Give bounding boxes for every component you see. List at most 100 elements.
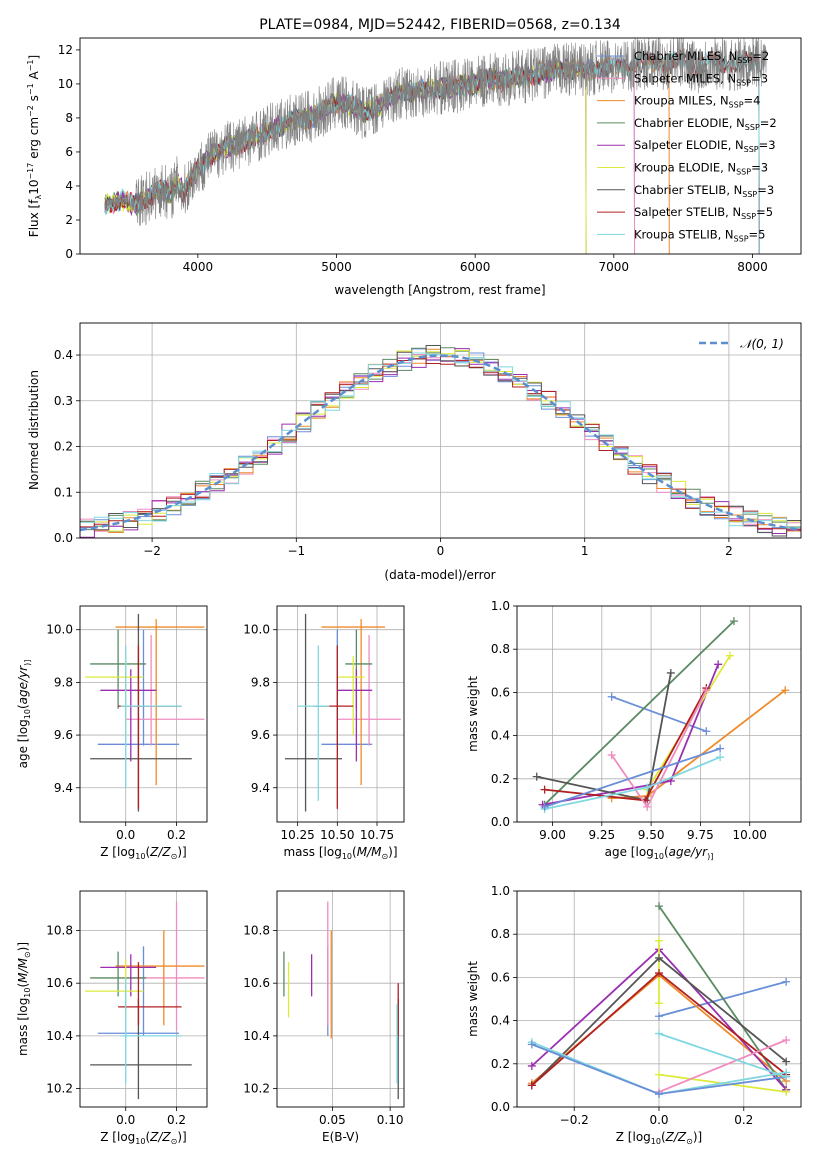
- weight-marker: [714, 660, 723, 669]
- y-axis-label-part: ]: [27, 55, 41, 60]
- x-tick-label: 7000: [599, 260, 630, 274]
- x-axis-label: E(B-V): [322, 1130, 359, 1144]
- x-tick-label: 5000: [321, 260, 352, 274]
- y-axis-label: mass [log10(M/M⊙)]: [16, 942, 32, 1056]
- legend-name: Salpeter STELIB, N: [634, 205, 741, 219]
- x-axis-label: (data-model)/error: [384, 568, 495, 582]
- y-axis-label-part: −2: [26, 105, 35, 117]
- x-tick-label: 0.0: [649, 1113, 668, 1127]
- legend-name: Salpeter MILES, N: [634, 71, 736, 85]
- y-tick-label: 2: [65, 213, 73, 227]
- y-axis-label-part: λ: [34, 195, 43, 200]
- y-tick-label: 0.2: [491, 772, 510, 786]
- axes-frame: [79, 605, 208, 823]
- y-tick-label: 0.0: [491, 815, 510, 829]
- legend-name: Chabrier STELIB, N: [634, 183, 742, 197]
- weight-marker: [655, 936, 663, 945]
- weight-marker: [716, 753, 725, 762]
- weight-marker: [726, 651, 734, 660]
- y-tick-label: 10: [58, 77, 73, 91]
- weight-line: [658, 905, 787, 1091]
- legend-entry: Salpeter STELIB, NSSP=5: [634, 205, 773, 221]
- y-axis-label-part: age [log: [16, 719, 30, 768]
- legend-name: Kroupa STELIB, N: [634, 227, 734, 241]
- y-tick-label: 10.6: [243, 976, 270, 990]
- weight-marker: [607, 692, 616, 701]
- y-axis-label: Normed distribution: [27, 370, 41, 490]
- y-axis-label-part: )]: [23, 660, 32, 666]
- y-tick-label: 10.8: [46, 924, 73, 938]
- y-axis-label: mass weight: [466, 676, 480, 752]
- chart-title: PLATE=0984, MJD=52442, FIBERID=0568, z=0…: [259, 17, 621, 33]
- weight-marker: [655, 1012, 663, 1021]
- x-tick-label: 6000: [460, 260, 491, 274]
- y-tick-label: 0.3: [54, 394, 73, 408]
- weight-marker: [716, 744, 725, 753]
- x-tick-label: 8000: [737, 260, 768, 274]
- x-axis-label-part: (: [145, 1130, 150, 1144]
- x-axis-label: age [log10(age/yr)]: [605, 845, 714, 861]
- y-axis-label-part: erg cm: [27, 117, 41, 163]
- weight-marker: [655, 953, 663, 962]
- y-tick-label: 0.1: [54, 485, 73, 499]
- y-tick-label: 1.0: [491, 599, 510, 613]
- y-axis-label-part: Flux [f: [27, 199, 41, 237]
- legend-sub: SSP: [737, 56, 752, 65]
- y-tick-label: 0.0: [491, 1100, 510, 1114]
- weight-marker: [666, 668, 675, 677]
- x-axis-label-part: (: [145, 845, 150, 859]
- model-line: [104, 55, 636, 254]
- y-tick-label: 8: [65, 111, 73, 125]
- x-tick-label: 0.10: [377, 1113, 404, 1127]
- legend-sub: SSP: [742, 190, 757, 199]
- weight-marker: [540, 785, 549, 794]
- weight-marker: [532, 772, 541, 781]
- y-tick-label: 0.2: [54, 440, 73, 454]
- x-axis-label-part: age [log: [605, 845, 654, 859]
- x-axis-label-part: ⊙: [171, 1137, 178, 1146]
- weight-marker: [607, 751, 616, 760]
- y-axis-label: age [log10(age/yr)]: [16, 660, 32, 769]
- weight-marker: [655, 1090, 663, 1099]
- chart-weight-vs-Z: −0.2 0.0 0.2 0.0 0.2 0.4 0.6 0.8 1.0 Z [log10(Z/Z…: [466, 884, 802, 1146]
- x-axis-label: wavelength [Angstrom, rest frame]: [334, 283, 545, 297]
- x-axis-label-part: )]: [177, 1130, 186, 1144]
- legend-entry: Salpeter ELODIE, NSSP=3: [634, 138, 776, 154]
- histogram-step: [80, 352, 801, 529]
- x-tick-label: 0.05: [319, 1113, 346, 1127]
- y-axis-label: mass weight: [466, 961, 480, 1037]
- axes-layer: 4000 5000 6000 7000 8000024681012PLATE=0984,…: [16, 17, 802, 1146]
- y-tick-label: 9.8: [54, 675, 73, 689]
- x-axis-label-part: )]: [388, 845, 397, 859]
- x-tick-label: 1: [581, 544, 589, 558]
- y-tick-label: 10.8: [243, 924, 270, 938]
- plot-area: [283, 901, 399, 1100]
- weight-marker: [540, 802, 549, 811]
- legend-entry: 𝒩(0, 1): [740, 337, 784, 351]
- x-axis-label-part: (: [661, 1130, 666, 1144]
- legend-name: Chabrier MILES, N: [634, 49, 737, 63]
- weight-marker: [655, 1070, 663, 1079]
- y-tick-label: 0.6: [491, 685, 510, 699]
- y-axis-label: Flux [fλ10−17 erg cm−2 s−1 A−1]: [26, 55, 43, 237]
- y-tick-label: 10.0: [243, 623, 270, 637]
- y-tick-label: 10.4: [243, 1029, 270, 1043]
- legend-sub: SSP: [736, 78, 751, 87]
- x-axis-label-part: ⊙: [686, 1137, 693, 1146]
- x-tick-label: 9.75: [687, 828, 714, 842]
- legend-entry: Kroupa ELODIE, NSSP=3: [634, 161, 768, 177]
- weight-marker: [781, 686, 790, 695]
- x-tick-label: 10.00: [733, 828, 767, 842]
- x-tick-label: 0.2: [167, 1113, 186, 1127]
- y-tick-label: 9.6: [251, 728, 270, 742]
- x-axis-label-part: 10: [135, 852, 145, 861]
- plot-area: [284, 613, 401, 812]
- y-axis-label-part: 10: [27, 180, 41, 195]
- legend-value: =3: [759, 138, 776, 152]
- legend-sub: SSP: [734, 234, 749, 243]
- weight-marker: [782, 977, 791, 986]
- axes-frame: [79, 37, 802, 255]
- weight-marker: [782, 1057, 791, 1066]
- x-axis-label-part: Z [log: [100, 1130, 135, 1144]
